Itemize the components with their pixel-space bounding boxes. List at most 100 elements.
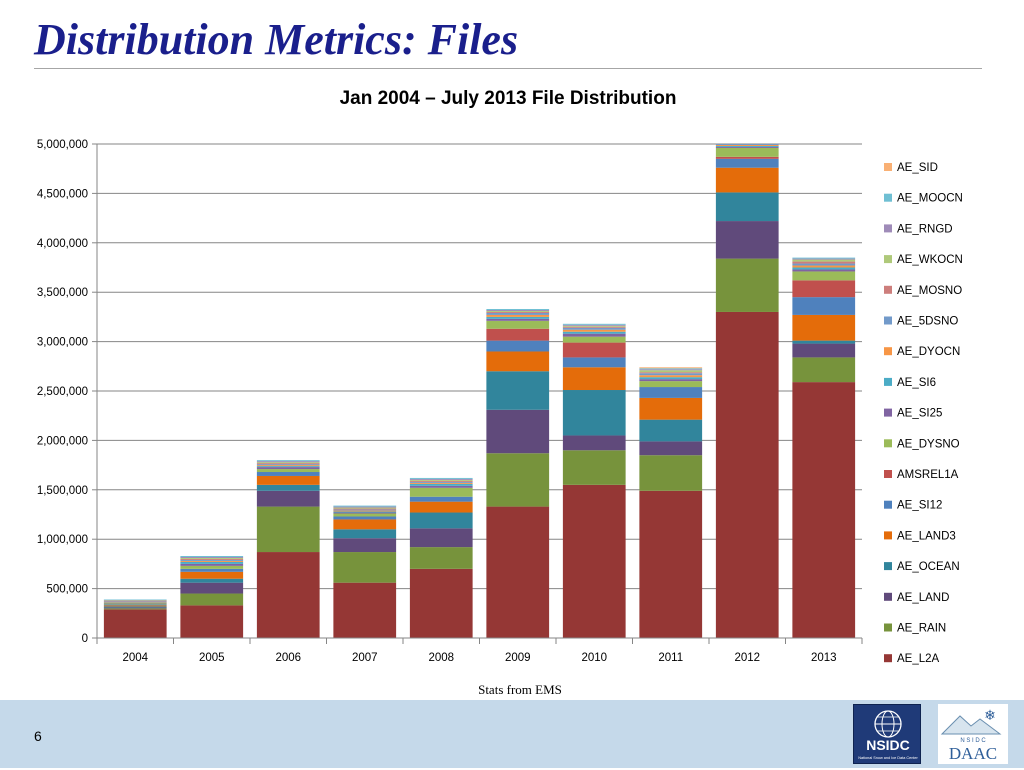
y-tick-label: 1,500,000: [37, 485, 88, 497]
bar-segment: [792, 280, 855, 297]
bar-segment: [180, 564, 243, 566]
y-tick-label: 3,500,000: [37, 287, 88, 299]
bar-segment: [410, 482, 473, 483]
x-tick-label: 2013: [811, 652, 837, 664]
bar-segment: [639, 420, 702, 442]
bar-segment: [104, 605, 167, 606]
bar-segment: [716, 157, 779, 159]
bar-segment: [257, 485, 320, 491]
bar-segment: [486, 312, 549, 313]
bar-segment: [257, 491, 320, 507]
bar-segment: [104, 608, 167, 609]
bar-segment: [410, 488, 473, 497]
bar-segment: [639, 377, 702, 379]
legend-label: AMSREL1A: [897, 469, 959, 481]
nsidc-logo-subtext: National Snow and Ice Data Center: [858, 756, 918, 760]
bar-segment: [639, 379, 702, 381]
bar-segment: [257, 469, 320, 472]
bar-segment: [410, 478, 473, 479]
bar-segment: [486, 453, 549, 506]
y-tick-label: 5,000,000: [37, 139, 88, 151]
bar-segment: [639, 455, 702, 491]
x-tick-label: 2011: [658, 652, 683, 664]
legend-label: AE_RNGD: [897, 223, 953, 235]
bar-segment: [333, 519, 396, 529]
bar-segment: [180, 559, 243, 560]
legend-swatch: [884, 255, 892, 263]
bar-segment: [716, 221, 779, 259]
chart-title: Jan 2004 – July 2013 File Distribution: [340, 88, 677, 109]
bar-segment: [257, 467, 320, 469]
legend-label: AE_L2A: [897, 653, 940, 665]
bar-segment: [257, 476, 320, 485]
x-tick-label: 2010: [581, 652, 607, 664]
bar-segment: [333, 514, 396, 517]
bar-segment: [104, 607, 167, 608]
bar-segment: [792, 269, 855, 271]
bar-segment: [180, 569, 243, 572]
bar-segment: [333, 583, 396, 638]
legend-label: AE_SI6: [897, 377, 936, 389]
y-tick-label: 1,000,000: [37, 534, 88, 546]
source-note: Stats from EMS: [0, 682, 1024, 698]
bar-segment: [180, 579, 243, 583]
bar-segment: [486, 311, 549, 312]
bar-segment: [792, 262, 855, 264]
bar-segment: [257, 464, 320, 465]
bar-segment: [410, 497, 473, 502]
bar-segment: [257, 463, 320, 464]
legend-label: AE_MOOCN: [897, 193, 963, 205]
stacked-bar-chart: Jan 2004 – July 2013 File Distribution 0…: [0, 0, 1024, 700]
legend-swatch: [884, 654, 892, 662]
bar-segment: [257, 507, 320, 552]
bar-segment: [333, 516, 396, 519]
bar-segment: [486, 309, 549, 310]
bar-segment: [639, 398, 702, 420]
legend-swatch: [884, 347, 892, 355]
legend-swatch: [884, 439, 892, 447]
bar-segment: [333, 511, 396, 512]
x-tick-label: 2008: [428, 652, 454, 664]
nsidc-logo-text: NSIDC: [866, 737, 910, 753]
legend-swatch: [884, 163, 892, 171]
bar-segment: [410, 480, 473, 481]
bar-segment: [410, 484, 473, 486]
legend-swatch: [884, 317, 892, 325]
bar-segment: [180, 562, 243, 564]
bar-segment: [180, 572, 243, 579]
legend-label: AE_OCEAN: [897, 561, 960, 573]
legend-label: AE_RAIN: [897, 623, 946, 635]
legend-label: AE_WKOCN: [897, 254, 963, 266]
bar-segment: [563, 327, 626, 328]
bar-segment: [486, 507, 549, 638]
bar-segment: [257, 552, 320, 638]
bar-segment: [104, 604, 167, 605]
bar-segment: [410, 483, 473, 484]
bar-segment: [639, 369, 702, 370]
legend-swatch: [884, 624, 892, 632]
bar-segment: [410, 513, 473, 529]
x-tick-label: 2004: [122, 652, 148, 664]
bar-segment: [563, 324, 626, 325]
bar-segment: [410, 528, 473, 547]
bar-segment: [563, 357, 626, 367]
bar-segment: [104, 609, 167, 638]
bar-segment: [333, 506, 396, 507]
bar-segment: [333, 508, 396, 509]
bar-segment: [792, 271, 855, 280]
y-tick-label: 500,000: [46, 584, 88, 596]
bar-segment: [333, 512, 396, 513]
bar-segment: [180, 556, 243, 557]
bar-segment: [180, 560, 243, 561]
snowflake-icon: ❄: [984, 708, 996, 724]
bar-segment: [486, 317, 549, 319]
bar-segment: [333, 507, 396, 508]
legend-swatch: [884, 593, 892, 601]
bar-segment: [257, 465, 320, 466]
legend-swatch: [884, 194, 892, 202]
bar-segment: [486, 410, 549, 453]
y-tick-label: 4,000,000: [37, 238, 88, 250]
legend-label: AE_LAND3: [897, 530, 956, 542]
legend-swatch: [884, 409, 892, 417]
bar-segment: [486, 319, 549, 321]
